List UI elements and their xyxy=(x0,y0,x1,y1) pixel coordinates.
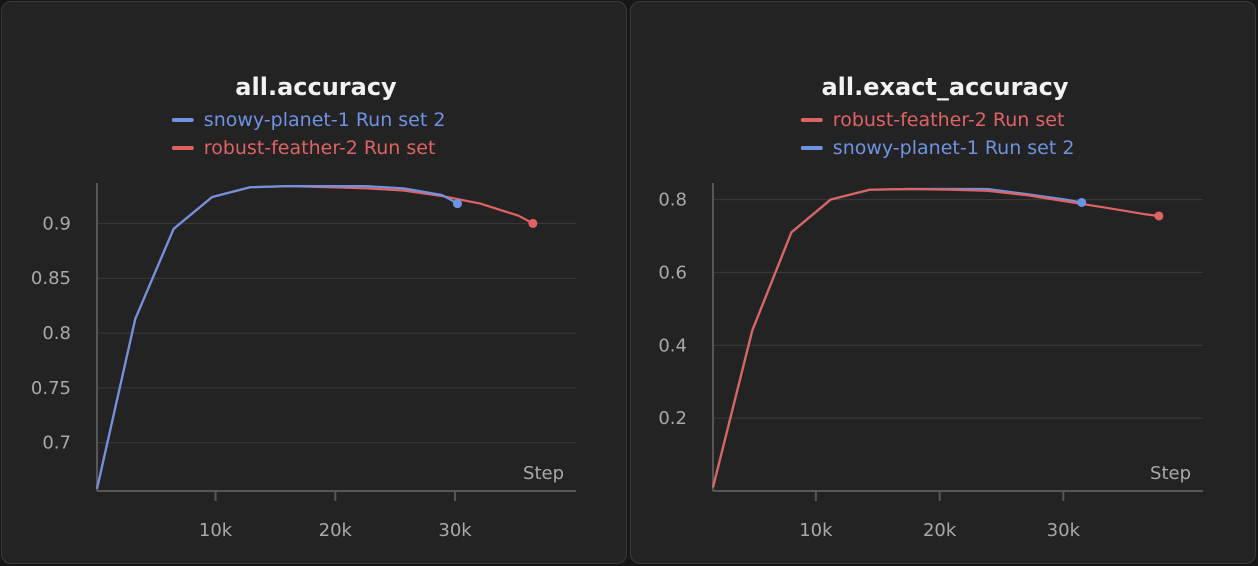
series-endpoint xyxy=(1154,211,1164,221)
x-tick-label: 10k xyxy=(799,520,833,541)
series-endpoint xyxy=(528,218,538,228)
y-tick-label: 0.4 xyxy=(658,335,687,356)
x-tick-label: 30k xyxy=(1047,520,1081,541)
legend-label: robust-feather-2 Run set xyxy=(833,109,1065,131)
x-tick-label: 10k xyxy=(199,520,233,541)
y-tick-label: 0.8 xyxy=(42,323,71,344)
series-line xyxy=(711,187,1160,488)
y-tick-label: 0.2 xyxy=(658,408,687,429)
series-line xyxy=(95,185,534,490)
y-tick-label: 0.6 xyxy=(658,262,687,283)
chart-panel-accuracy[interactable]: all.accuracy snowy-planet-1 Run set 2 robu… xyxy=(1,1,627,564)
x-tick-label: 20k xyxy=(319,520,353,541)
series-endpoint xyxy=(1077,197,1087,207)
legend-label: robust-feather-2 Run set xyxy=(204,137,436,159)
accuracy-chart: all.accuracy snowy-planet-1 Run set 2 robu… xyxy=(31,73,576,541)
y-tick-label: 0.8 xyxy=(658,190,687,211)
y-tick-label: 0.9 xyxy=(42,213,71,234)
series-endpoint xyxy=(452,199,462,209)
chart-panel-exact-accuracy[interactable]: all.exact_accuracy robust-feather-2 Run s… xyxy=(630,1,1256,564)
x-tick-label: 20k xyxy=(923,520,957,541)
series-line xyxy=(711,187,1082,488)
legend-label: snowy-planet-1 Run set 2 xyxy=(204,109,446,131)
x-tick-label: 30k xyxy=(438,520,472,541)
exact-accuracy-chart: all.exact_accuracy robust-feather-2 Run s… xyxy=(658,73,1203,541)
x-axis-label: Step xyxy=(523,463,564,484)
y-tick-label: 0.7 xyxy=(42,433,71,454)
chart-title: all.exact_accuracy xyxy=(821,73,1068,101)
legend-label: snowy-planet-1 Run set 2 xyxy=(833,137,1075,159)
y-tick-label: 0.75 xyxy=(31,378,71,399)
y-tick-label: 0.85 xyxy=(31,268,71,289)
chart-title: all.accuracy xyxy=(235,73,397,101)
series-line xyxy=(95,185,458,490)
x-axis-label: Step xyxy=(1150,463,1191,484)
